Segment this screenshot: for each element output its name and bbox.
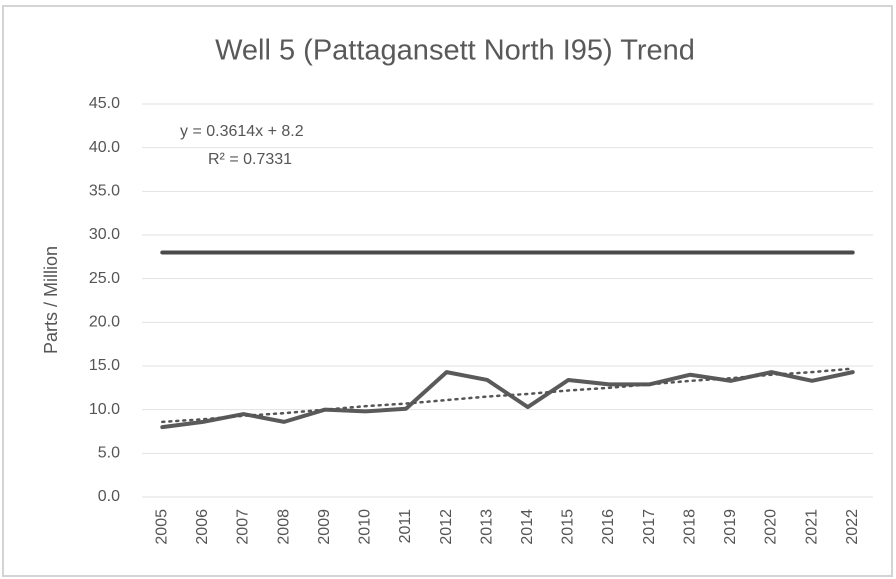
x-tick-label: 2014 [519,509,536,545]
y-tick-label: 5.0 [98,445,120,462]
x-tick-label: 2013 [478,509,495,545]
trend-equation: y = 0.3614x + 8.2 [180,123,304,140]
x-tick-label: 2015 [560,509,577,545]
y-tick-label: 40.0 [89,139,120,156]
x-tick-label: 2022 [844,509,861,545]
x-tick-label: 2010 [357,509,374,545]
y-tick-label: 35.0 [89,183,120,200]
x-tick-label: 2009 [316,509,333,545]
y-tick-label: 25.0 [89,270,120,287]
x-tick-label: 2019 [722,509,739,545]
x-tick-label: 2012 [438,509,455,545]
y-axis-label: Parts / Million [41,246,61,354]
x-tick-label: 2006 [194,509,211,545]
trend-line [161,367,854,424]
y-tick-label: 0.0 [98,488,120,505]
x-tick-label: 2008 [275,509,292,545]
y-tick-label: 30.0 [89,226,120,243]
x-tick-label: 2016 [600,509,617,545]
y-tick-label: 20.0 [89,314,120,331]
trend-r2: R² = 0.7331 [208,151,292,168]
x-tick-label: 2020 [763,509,780,545]
chart-title: Well 5 (Pattagansett North I95) Trend [215,35,695,67]
x-tick-label: 2011 [397,509,414,544]
x-tick-label: 2018 [681,509,698,545]
x-tick-label: 2005 [154,509,171,545]
x-tick-label: 2007 [235,509,252,545]
x-tick-label: 2017 [641,509,658,545]
series-line [160,370,855,430]
y-tick-label: 45.0 [89,95,120,112]
y-tick-label: 10.0 [89,401,120,418]
chart-frame [2,5,893,577]
x-tick-label: 2021 [803,509,820,545]
y-tick-label: 15.0 [89,357,120,374]
